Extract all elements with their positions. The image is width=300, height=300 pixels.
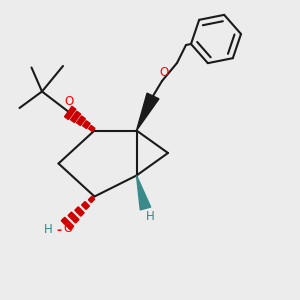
Polygon shape <box>88 196 94 202</box>
Polygon shape <box>70 111 81 122</box>
Polygon shape <box>64 106 76 119</box>
Polygon shape <box>68 212 79 223</box>
Text: O: O <box>64 95 74 108</box>
Polygon shape <box>136 176 151 210</box>
Text: -: - <box>56 224 62 237</box>
Text: H: H <box>44 223 52 236</box>
Polygon shape <box>89 125 95 132</box>
Text: O: O <box>64 222 73 236</box>
Polygon shape <box>136 93 159 130</box>
Text: H: H <box>146 209 154 223</box>
Polygon shape <box>82 202 89 209</box>
Polygon shape <box>75 207 84 216</box>
Polygon shape <box>82 121 90 129</box>
Polygon shape <box>61 217 74 230</box>
Text: O: O <box>159 66 168 79</box>
Polygon shape <box>76 116 85 126</box>
